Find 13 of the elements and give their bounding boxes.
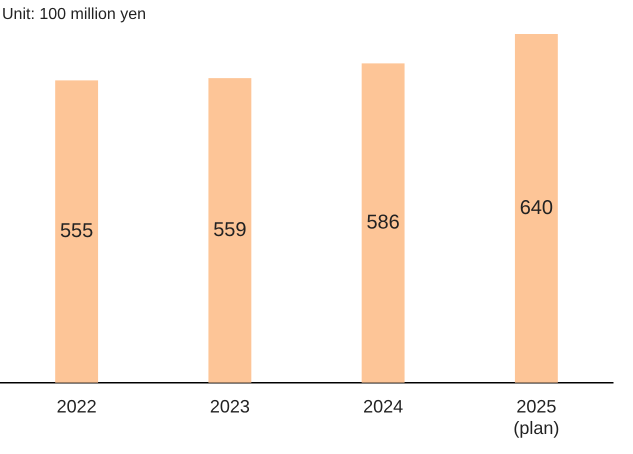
bar [362, 63, 405, 383]
bar [55, 80, 98, 383]
x-tick-label: 2025 (plan) [513, 396, 560, 438]
x-tick-label: 2023 [210, 396, 250, 417]
data-label: 555 [60, 220, 94, 242]
x-tick-label: 2022 [56, 396, 97, 417]
data-label: 640 [520, 196, 554, 219]
bar [208, 78, 252, 383]
bar [514, 34, 558, 383]
text: Unit: 100 million yen [2, 6, 146, 24]
data-label: 559 [213, 218, 247, 241]
data-label: 586 [366, 212, 400, 234]
x-tick-label: 2024 [363, 396, 404, 417]
